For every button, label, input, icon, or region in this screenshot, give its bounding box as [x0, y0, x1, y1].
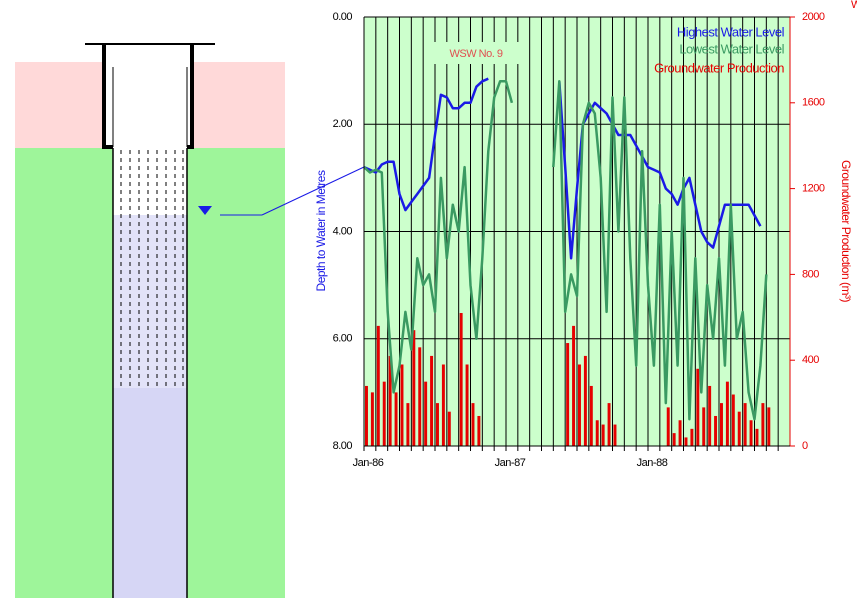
bar: [471, 403, 475, 446]
bar: [743, 403, 747, 446]
bar: [613, 424, 617, 446]
bar: [666, 407, 670, 446]
x-tick-label: Jan-86: [353, 457, 384, 469]
bar: [441, 364, 445, 446]
bore-wall: [112, 148, 188, 598]
bar: [720, 403, 723, 446]
well-diagram: [15, 43, 365, 598]
y-tick-label: 2.00: [333, 118, 353, 130]
y-tick-label: 4.00: [333, 225, 353, 237]
bar: [459, 313, 463, 446]
legend-label: Highest Water Level: [677, 24, 785, 39]
bar: [761, 403, 765, 446]
water-level-marker: [198, 206, 212, 215]
bar: [365, 385, 368, 446]
bar: [465, 364, 469, 446]
bar: [755, 428, 759, 446]
bar: [714, 415, 718, 446]
bar: [412, 330, 416, 446]
y2-tick-label: 2000: [802, 11, 825, 23]
casing-interior: [104, 44, 192, 148]
x-tick-label: Jan-87: [495, 457, 526, 469]
bar: [595, 420, 599, 446]
bar: [749, 420, 753, 446]
chart: 0.00 2.00 4.00 6.00 8.00 0 400 800 1200 1600 2000 J…: [314, 11, 853, 469]
y2-tick-label: 0: [802, 440, 808, 452]
bar: [583, 355, 587, 446]
water-column: [113, 215, 187, 388]
bar: [477, 415, 481, 446]
bar: [578, 364, 581, 446]
bar: [400, 364, 404, 446]
bar: [672, 433, 676, 446]
bar: [684, 437, 688, 446]
legend-label: Groundwater Production: [654, 60, 784, 75]
bar: [696, 368, 700, 446]
bar: [690, 428, 694, 446]
y-tick-label: 8.00: [333, 440, 353, 452]
leader-line: [261, 166, 365, 216]
line: [363, 77, 762, 260]
bar: [566, 343, 570, 446]
y-axis-label: Depth to Water in Metres: [314, 170, 328, 291]
bar: [388, 355, 392, 446]
y-tick-label: 0.00: [333, 11, 353, 23]
bar: [725, 381, 729, 446]
bar: [376, 325, 380, 446]
bar: [406, 403, 410, 446]
bar: [424, 381, 428, 446]
bar: [572, 325, 576, 446]
y2-tick-label: 400: [802, 354, 819, 366]
bar: [430, 355, 434, 446]
bar: [436, 403, 439, 446]
bar: [447, 411, 451, 446]
bar: [601, 424, 605, 446]
bar: [678, 420, 682, 446]
bar: [702, 407, 706, 446]
y2-axis-label: Groundwater Production (m³): [839, 160, 853, 302]
bar: [607, 403, 611, 446]
casing: [102, 44, 194, 149]
line: [363, 80, 768, 421]
bar: [589, 385, 593, 446]
casing-inner: [112, 67, 188, 147]
bar: [418, 347, 422, 446]
y-tick-label: 6.00: [333, 333, 353, 345]
bar: [708, 385, 712, 446]
bar: [394, 392, 398, 446]
bar: [731, 394, 735, 446]
title-box: [424, 42, 528, 64]
chart-title: WSW No. 9: [450, 48, 503, 60]
y2-tick-label: 1200: [802, 183, 825, 195]
legend-label: Lowest Water Level: [679, 41, 784, 56]
bar: [767, 407, 771, 446]
bar: [737, 411, 741, 446]
corner-note: W: [851, 0, 857, 11]
y2-tick-label: 800: [802, 268, 819, 280]
bar: [370, 392, 374, 446]
water-column-lower: [113, 388, 187, 598]
bar: [382, 381, 386, 446]
y2-tick-label: 1600: [802, 97, 825, 109]
x-tick-label: Jan-88: [637, 457, 668, 469]
